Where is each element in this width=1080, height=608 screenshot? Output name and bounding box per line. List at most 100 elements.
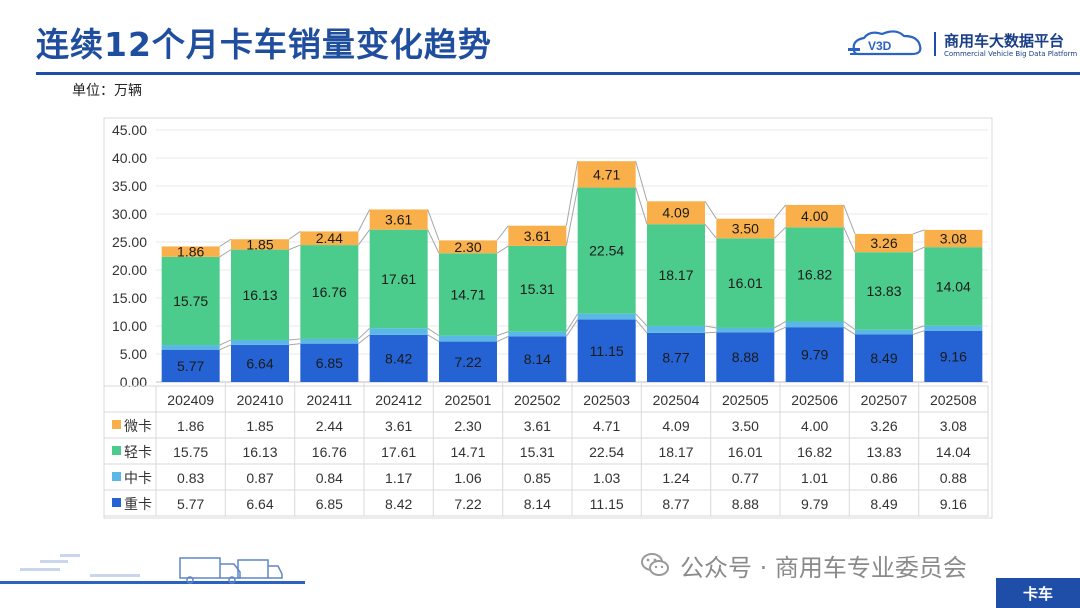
series-line (427, 334, 440, 342)
table-cell-heavy: 8.88 (732, 496, 759, 512)
table-cell-micro: 3.61 (385, 418, 412, 434)
bar-heavy-202504 (647, 332, 705, 382)
table-cell-light: 16.76 (312, 444, 347, 460)
series-line (288, 231, 301, 240)
category-tag: 卡车 (996, 578, 1080, 608)
table-cell-medium: 0.84 (316, 470, 343, 486)
table-cell-medium: 1.17 (385, 470, 412, 486)
table-cell-medium: 1.24 (662, 470, 689, 486)
table-cell-medium: 0.87 (246, 470, 273, 486)
x-tick-label: 202504 (653, 392, 700, 408)
bar-micro-202503 (577, 161, 636, 188)
x-tick-label: 202412 (375, 392, 422, 408)
series-line (704, 325, 717, 329)
data-label-micro: 3.26 (870, 235, 897, 251)
bar-micro-202506 (785, 204, 844, 228)
x-tick-label: 202505 (722, 392, 769, 408)
series-line (288, 338, 301, 341)
data-label-heavy: 9.16 (940, 348, 967, 364)
chart-frame (103, 117, 993, 519)
bar-light-202502 (508, 245, 567, 332)
series-line (843, 326, 856, 335)
data-label-micro: 3.61 (524, 228, 551, 244)
series-line (843, 227, 856, 253)
data-label-heavy: 8.42 (385, 350, 412, 366)
unit-label: 单位：万辆 (72, 83, 142, 99)
series-line (427, 327, 440, 337)
bar-light-202411 (300, 245, 359, 339)
data-label-heavy: 6.64 (246, 355, 273, 371)
data-label-heavy: 8.14 (524, 351, 551, 367)
y-tick-label: 40.00 (112, 150, 147, 166)
x-tick-label: 202503 (583, 392, 630, 408)
table-cell-micro: 4.00 (801, 418, 828, 434)
series-line (427, 209, 440, 241)
series-line (496, 245, 509, 254)
bar-heavy-202412 (369, 334, 428, 382)
table-cell-medium: 0.88 (940, 470, 967, 486)
table-cell-medium: 0.85 (524, 470, 551, 486)
data-label-light: 15.31 (520, 281, 555, 297)
series-line (912, 246, 925, 253)
series-line (912, 229, 925, 235)
table-cell-heavy: 9.79 (801, 496, 828, 512)
table-cell-light: 15.31 (520, 444, 555, 460)
table-cell-micro: 4.09 (662, 418, 689, 434)
data-label-micro: 4.71 (593, 166, 620, 182)
data-label-light: 16.82 (797, 266, 832, 282)
bar-medium-202411 (300, 338, 359, 344)
y-tick-label: 10.00 (112, 318, 147, 334)
series-line (496, 225, 509, 241)
table-cell-heavy: 6.85 (316, 496, 343, 512)
series-line (219, 339, 232, 346)
bar-heavy-202507 (855, 334, 913, 382)
series-line (496, 335, 509, 343)
data-label-heavy: 8.88 (732, 349, 759, 365)
bar-medium-202504 (647, 325, 705, 333)
data-label-light: 22.54 (589, 243, 624, 259)
bar-heavy-202411 (300, 343, 359, 382)
data-label-light: 14.71 (450, 286, 485, 302)
table-cell-heavy: 9.16 (940, 496, 967, 512)
series-line (635, 313, 648, 327)
series-line (774, 326, 786, 333)
series-line (219, 249, 232, 258)
table-cell-medium: 0.86 (870, 470, 897, 486)
bar-heavy-202508 (924, 330, 983, 382)
table-cell-micro: 1.86 (177, 418, 204, 434)
wechat-watermark: 公众号 · 商用车专业委员会 (640, 548, 967, 582)
bar-light-202506 (785, 227, 844, 322)
data-label-light: 13.83 (866, 283, 901, 299)
table-cell-micro: 3.26 (870, 418, 897, 434)
bar-micro-202409 (161, 246, 220, 257)
bar-medium-202502 (508, 331, 567, 337)
table-cell-light: 22.54 (589, 444, 624, 460)
series-line (427, 229, 440, 254)
y-tick-label: 35.00 (112, 178, 147, 194)
series-line (843, 204, 856, 235)
series-line (565, 313, 579, 332)
table-cell-light: 18.17 (658, 444, 693, 460)
bar-light-202410 (231, 249, 289, 340)
bar-medium-202503 (577, 313, 636, 320)
wechat-icon (641, 553, 669, 576)
table-cell-heavy: 8.49 (870, 496, 897, 512)
bar-micro-202504 (647, 201, 705, 225)
table-cell-light: 16.13 (242, 444, 277, 460)
series-line (565, 319, 579, 337)
series-line (219, 238, 232, 247)
data-label-micro: 3.50 (732, 221, 759, 237)
truck-logo-icon: V3D (848, 30, 922, 56)
series-line (357, 209, 371, 232)
bar-medium-202507 (855, 329, 913, 335)
table-cell-light: 13.83 (866, 444, 901, 460)
bar-heavy-202505 (716, 332, 775, 382)
table-cell-micro: 1.85 (246, 418, 273, 434)
data-label-heavy: 8.77 (662, 349, 689, 365)
bar-micro-202502 (508, 225, 567, 246)
bar-micro-202507 (855, 233, 913, 253)
table-cell-micro: 3.08 (940, 418, 967, 434)
bar-light-202409 (161, 256, 220, 346)
series-line (912, 325, 925, 331)
data-label-micro: 2.44 (316, 230, 343, 246)
